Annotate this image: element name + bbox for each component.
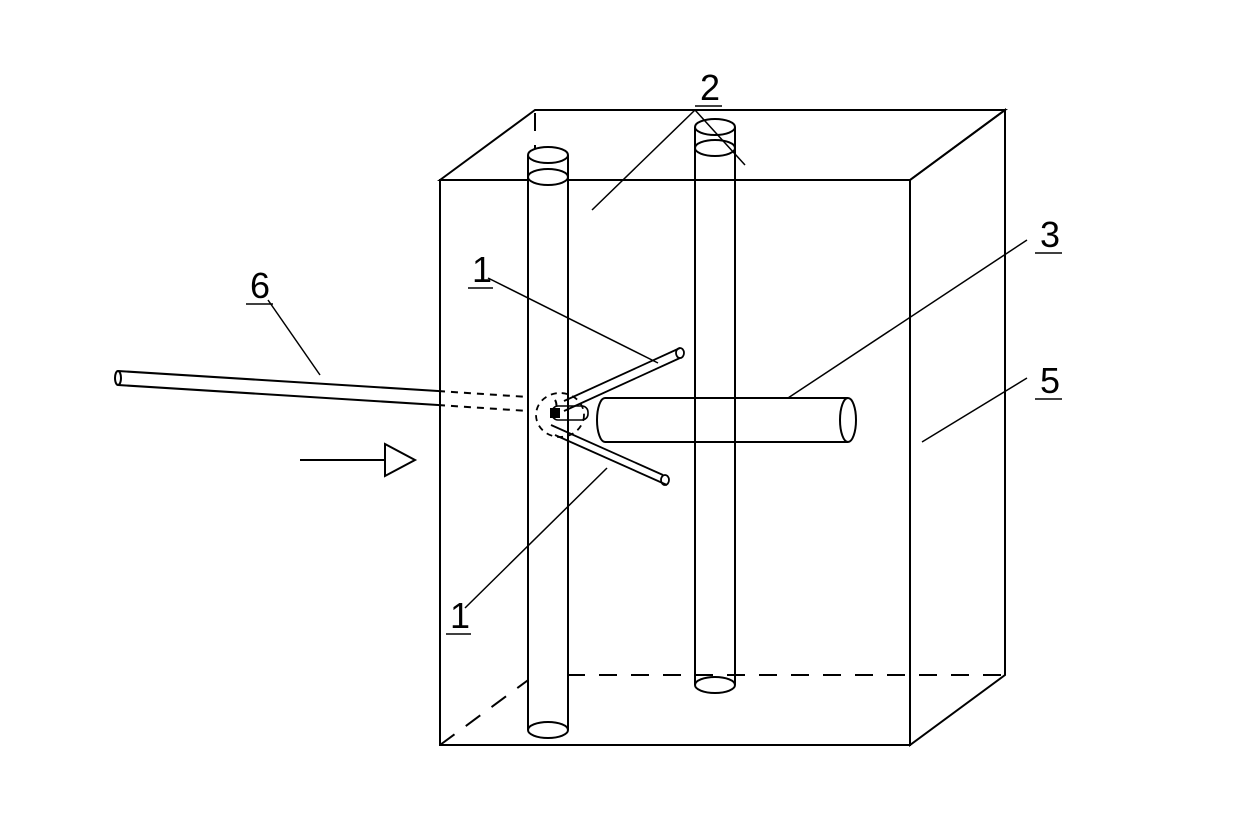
rod-6 [115,371,556,412]
label-2: 2 [700,67,720,108]
labels: 2 3 5 6 1 1 [246,67,1062,636]
arrow-insert [300,444,415,476]
rod-small-upper-1 [564,348,684,411]
label-5: 5 [1040,360,1060,401]
diagram-svg: 2 3 5 6 1 1 [0,0,1235,813]
box-5 [440,110,1005,745]
label-1-lower: 1 [450,595,470,636]
label-1-upper: 1 [472,249,492,290]
cylinder-horizontal-3 [597,398,856,442]
cylinder-vertical-front [528,147,568,738]
cylinder-vertical-back [695,119,735,693]
leaders [268,110,1027,608]
label-3: 3 [1040,214,1060,255]
label-6: 6 [250,265,270,306]
